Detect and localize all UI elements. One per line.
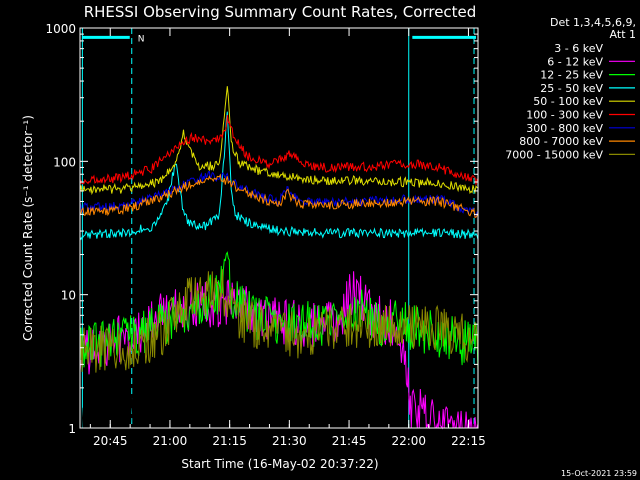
legend-header-1: Att 1 [610,28,636,41]
series-line-3 [79,111,479,241]
x-tick-label-4: 21:45 [332,434,367,448]
legend-label-7: 800 - 7000 keV [519,135,603,148]
series-line-5 [79,114,479,185]
series-line-8 [79,269,479,373]
y-axis-label: Corrected Count Rate (s⁻¹ detector⁻¹) [21,115,35,341]
y-tick-label-0: 1 [68,422,76,436]
x-axis-label: Start Time (16-May-02 20:37:22) [181,457,378,471]
x-tick-label-6: 22:15 [451,434,486,448]
legend-label-2: 12 - 25 keV [540,69,603,82]
legend-label-4: 50 - 100 keV [533,95,603,108]
legend-label-8: 7000 - 15000 keV [505,148,603,161]
chart-title: RHESSI Observing Summary Count Rates, Co… [84,3,477,21]
legend-label-3: 25 - 50 keV [540,82,603,95]
series-line-7 [79,173,479,218]
y-tick-label-3: 1000 [45,22,76,36]
plot-frame [79,27,479,429]
x-tick-label-3: 21:30 [272,434,307,448]
x-tick-label-2: 21:15 [212,434,247,448]
x-tick-label-0: 20:45 [93,434,128,448]
axes: 20:45 21:00 21:15 21:30 21:45 22:00 22:15 1 10 10… [45,22,485,448]
legend-label-1: 6 - 12 keV [547,55,603,68]
flag-label: N [138,34,145,44]
footer-timestamp: 15-Oct-2021 23:59 [561,469,637,478]
x-tick-label-5: 22:00 [391,434,426,448]
series-line-0 [80,320,419,430]
plot-area: N [79,28,479,430]
x-tick-label-1: 21:00 [153,434,188,448]
legend-label-0: 3 - 6 keV [554,42,603,55]
legend-header-0: Det 1,3,4,5,6,9, [550,16,636,29]
y-tick-label-2: 100 [53,155,76,169]
legend-label-5: 100 - 300 keV [526,109,603,122]
y-tick-label-1: 10 [61,289,76,303]
series-line-4 [79,86,479,196]
legend-label-6: 300 - 800 keV [526,122,603,135]
